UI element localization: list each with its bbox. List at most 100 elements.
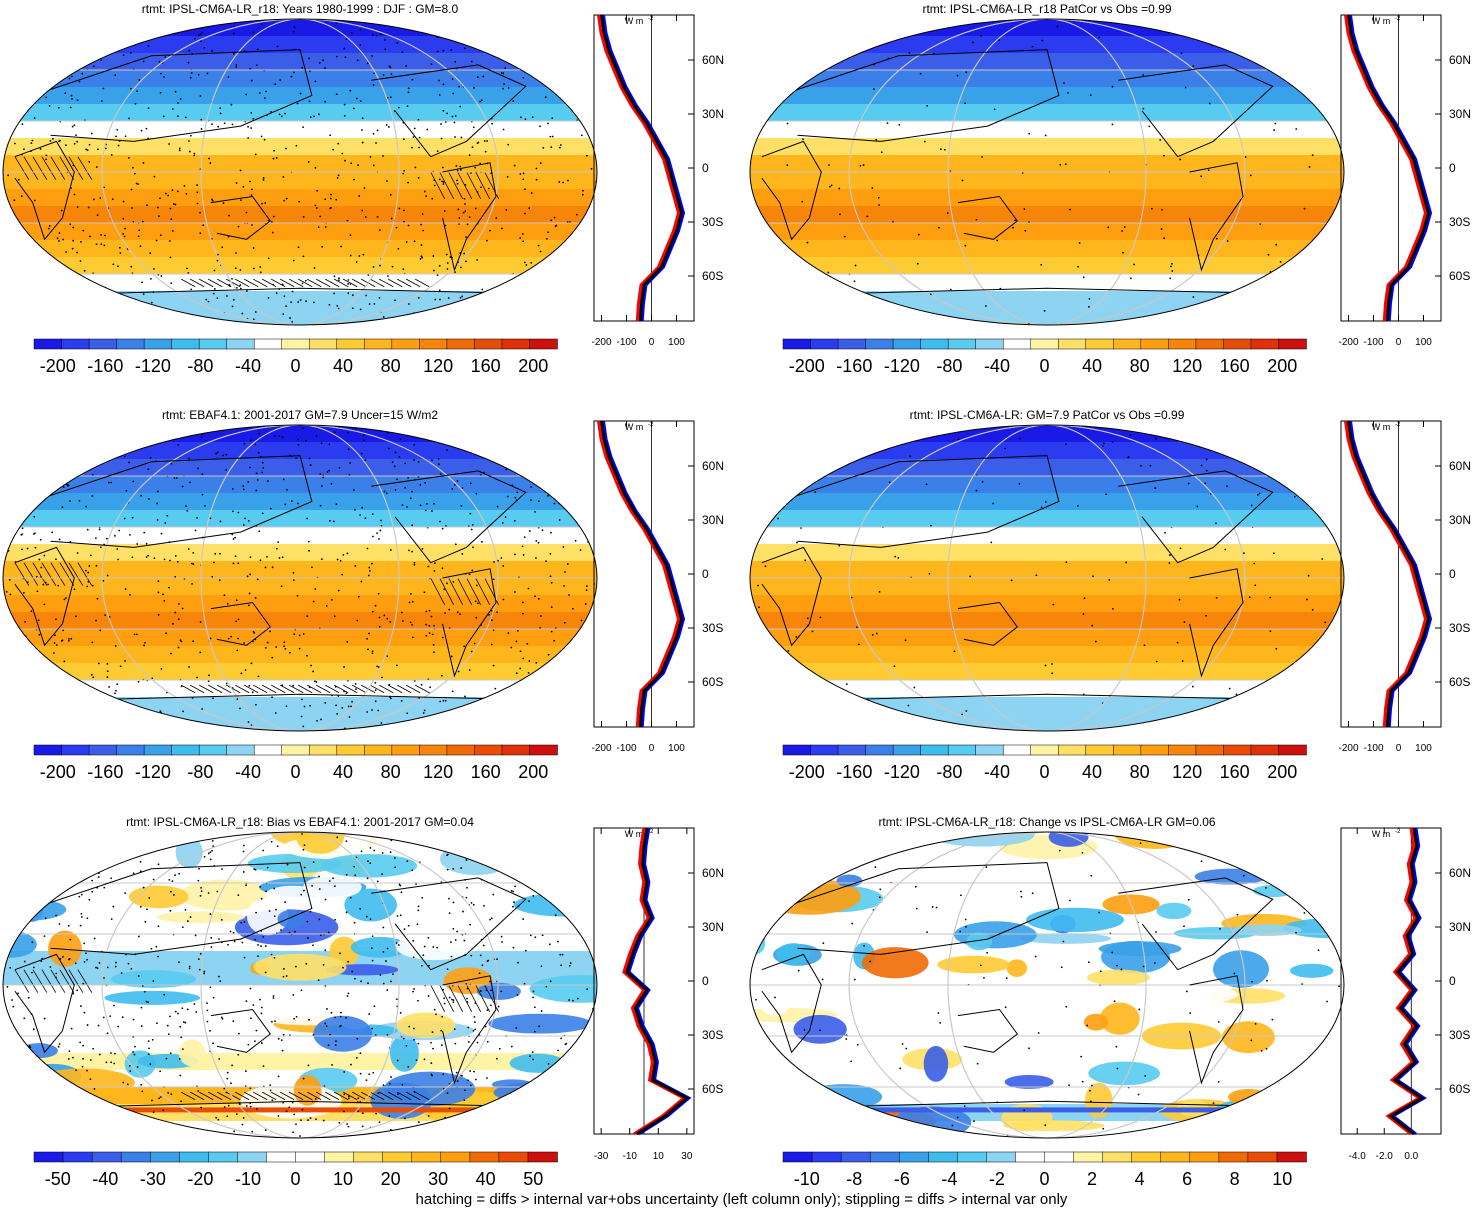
profile-line-ensemble	[1347, 420, 1431, 728]
profile-frame	[1340, 827, 1442, 1135]
zonal-band	[750, 138, 1344, 156]
colorbar-swatch	[957, 1151, 988, 1163]
profile-xlabel: -30	[594, 1151, 609, 1162]
anomaly-patch	[1221, 1021, 1275, 1054]
colorbar-swatch	[391, 338, 421, 350]
lat-label: 30N	[702, 920, 724, 934]
colorbar-label: 50	[523, 1169, 543, 1189]
lat-label: 60S	[1449, 269, 1470, 283]
profile-xlabel: -200	[591, 743, 611, 754]
colorbar-swatch	[1085, 744, 1115, 756]
colorbar-swatch	[391, 744, 421, 756]
zonal-band	[750, 544, 1344, 562]
zonal-band	[3, 53, 597, 71]
anomaly-patch	[1003, 1120, 1105, 1132]
colorbar-swatch	[782, 1151, 813, 1163]
colorbar-swatch	[1140, 338, 1170, 350]
anomaly-patch	[66, 832, 157, 851]
anomaly-patch	[303, 875, 362, 899]
zonal-band	[750, 680, 1344, 698]
colorbar-swatch	[928, 1151, 959, 1163]
anomaly-patch	[440, 842, 512, 876]
anomaly-patch	[396, 1012, 456, 1039]
colorbar-label: 40	[333, 762, 353, 782]
anomaly-patch	[1002, 861, 1075, 884]
profile-xlabel: -100	[1363, 337, 1383, 348]
profile-unit: W m	[625, 422, 644, 432]
colorbar-swatch	[469, 1151, 500, 1163]
zonal-band	[3, 561, 597, 579]
colorbar-label: -10	[794, 1169, 820, 1189]
profile-xlabel: 0	[1396, 743, 1402, 754]
colorbar-swatch	[811, 1151, 842, 1163]
colorbar-swatch	[527, 1151, 558, 1163]
hatching	[14, 156, 500, 288]
colorbar-swatch	[198, 744, 228, 756]
colorbar-label: 160	[1220, 762, 1250, 782]
panel-title: rtmt: IPSL-CM6A-LR_r18: Years 1980-1999 …	[142, 2, 459, 16]
colorbar: -200 -160 -120 -80 -40 0 40 80 120 160 200	[782, 338, 1307, 376]
lat-label: 30S	[702, 1028, 723, 1042]
panel-title: rtmt: IPSL-CM6A-LR_r18 PatCor vs Obs =0.…	[922, 2, 1171, 16]
map-field	[750, 832, 1344, 1138]
colorbar-label: 0	[290, 1169, 300, 1189]
colorbar-swatch	[840, 1151, 871, 1163]
zonal-band	[750, 510, 1344, 528]
zonal-band	[750, 308, 1344, 325]
colorbar-swatch	[1247, 1151, 1278, 1163]
colorbar-label: -40	[984, 356, 1010, 376]
colorbar-swatch	[1223, 744, 1252, 756]
colorbar-swatch	[1195, 338, 1225, 350]
anomaly-patch	[509, 1053, 566, 1073]
coastline	[809, 287, 1315, 295]
coastline	[442, 162, 497, 272]
colorbar-swatch	[501, 338, 531, 350]
colorbar-label: -120	[884, 762, 920, 782]
profile-xlabel: 30	[681, 1151, 693, 1162]
zonal-band	[750, 493, 1344, 511]
colorbar-swatch	[986, 1151, 1017, 1163]
zonal-band	[3, 1036, 597, 1054]
zonal-band	[3, 155, 597, 173]
zonal-band	[750, 459, 1344, 477]
anomaly-patch	[321, 853, 418, 878]
zonal-band	[3, 612, 597, 630]
anomaly-patch	[861, 947, 929, 979]
anomaly-patch	[1048, 832, 1089, 847]
colorbar-swatch	[1058, 338, 1087, 350]
colorbar-swatch	[446, 338, 476, 350]
zonal-band	[750, 629, 1344, 647]
zonal-band	[750, 240, 1344, 258]
zonal-band	[3, 223, 597, 241]
anomaly-patch	[389, 1034, 419, 1072]
colorbar-swatch	[837, 744, 867, 756]
profile-unit-sup: -2	[648, 829, 654, 835]
coastline	[779, 862, 1060, 955]
colorbar-swatch	[1218, 1151, 1249, 1163]
colorbar-swatch	[171, 338, 200, 350]
zonal-band	[750, 612, 1344, 630]
colorbar-swatch	[474, 338, 503, 350]
zonal-band	[3, 87, 597, 105]
anomaly-patch	[295, 832, 345, 854]
profile-unit-sup: -2	[1395, 16, 1401, 22]
colorbar: -200 -160 -120 -80 -40 0 40 80 120 160 200	[33, 338, 558, 376]
colorbar-swatch	[281, 338, 311, 350]
zonal-band	[750, 1053, 1344, 1071]
colorbar-label: -10	[235, 1169, 261, 1189]
graticule	[3, 425, 597, 731]
colorbar-label: 6	[1182, 1169, 1192, 1189]
coastline	[32, 455, 313, 548]
zonal-profile: W m -2 60N 30N 0 30S 60S -200 -100 0 100	[1338, 420, 1471, 754]
colorbar-swatch	[947, 744, 977, 756]
colorbar-label: -200	[789, 762, 825, 782]
anomaly-patch	[493, 1081, 586, 1104]
zonal-band	[750, 425, 1344, 443]
colorbar-label: -80	[936, 762, 962, 782]
profile-unit-sup: -2	[1395, 422, 1401, 428]
map-field	[750, 425, 1344, 731]
anomaly-patch	[750, 932, 766, 955]
lat-label: 60S	[1449, 675, 1470, 689]
zonal-band	[3, 425, 597, 443]
profile-line-ensemble	[600, 14, 684, 322]
